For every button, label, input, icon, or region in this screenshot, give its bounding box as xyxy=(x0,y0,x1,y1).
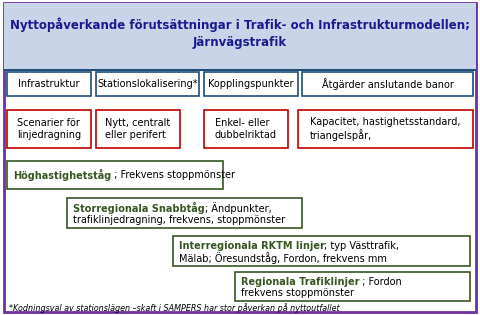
Text: ; Ändpunkter,: ; Ändpunkter, xyxy=(204,202,272,214)
FancyBboxPatch shape xyxy=(96,72,199,96)
Text: ; Frekvens stoppmönster: ; Frekvens stoppmönster xyxy=(111,170,235,180)
FancyBboxPatch shape xyxy=(7,72,91,96)
FancyBboxPatch shape xyxy=(302,72,473,96)
Text: Mälab; Öresundståg, Fordon, frekvens mm: Mälab; Öresundståg, Fordon, frekvens mm xyxy=(179,252,386,264)
Text: Enkel- eller
dubbelriktad: Enkel- eller dubbelriktad xyxy=(215,118,277,140)
FancyBboxPatch shape xyxy=(67,198,302,228)
Text: ; typ Västtrafik,: ; typ Västtrafik, xyxy=(324,241,399,251)
Text: Storregionala Snabbtåg: Storregionala Snabbtåg xyxy=(73,202,204,214)
Text: Kapacitet, hastighetsstandard,
triangelspår,: Kapacitet, hastighetsstandard, triangels… xyxy=(310,117,460,141)
Text: Nytt, centralt
eller perifert: Nytt, centralt eller perifert xyxy=(106,118,170,140)
Text: Regionala Trafiklinjer: Regionala Trafiklinjer xyxy=(241,277,360,287)
FancyBboxPatch shape xyxy=(173,236,470,266)
Text: Interregionala RKTM linjer: Interregionala RKTM linjer xyxy=(179,241,324,251)
FancyBboxPatch shape xyxy=(96,110,180,148)
FancyBboxPatch shape xyxy=(204,72,298,96)
Text: Scenarier för
linjedragning: Scenarier för linjedragning xyxy=(17,118,81,140)
Text: Nyttopåverkande förutsättningar i Trafik- och Infrastrukturmodellen;
Järnvägstra: Nyttopåverkande förutsättningar i Trafik… xyxy=(10,18,470,49)
Text: trafiklinjedragning, frekvens, stoppmönster: trafiklinjedragning, frekvens, stoppmöns… xyxy=(73,215,285,225)
FancyBboxPatch shape xyxy=(4,69,476,71)
Text: Infrastruktur: Infrastruktur xyxy=(18,79,80,89)
FancyBboxPatch shape xyxy=(4,3,476,312)
FancyBboxPatch shape xyxy=(7,161,223,189)
FancyBboxPatch shape xyxy=(298,110,473,148)
FancyBboxPatch shape xyxy=(235,272,470,301)
Text: Kopplingspunkter: Kopplingspunkter xyxy=(208,79,294,89)
FancyBboxPatch shape xyxy=(7,110,91,148)
Text: Höghastighetståg: Höghastighetståg xyxy=(13,169,111,181)
Text: frekvens stoppmönster: frekvens stoppmönster xyxy=(241,288,354,298)
FancyBboxPatch shape xyxy=(204,110,288,148)
Text: Stationslokalisering*: Stationslokalisering* xyxy=(97,79,198,89)
Text: *Kodningsval av stationslägen –skaft i SAMPERS har stor påverkan på nyttoutfalle: *Kodningsval av stationslägen –skaft i S… xyxy=(9,303,339,313)
Text: Åtgärder anslutande banor: Åtgärder anslutande banor xyxy=(322,78,454,90)
FancyBboxPatch shape xyxy=(4,3,476,69)
Text: ; Fordon: ; Fordon xyxy=(360,277,402,287)
